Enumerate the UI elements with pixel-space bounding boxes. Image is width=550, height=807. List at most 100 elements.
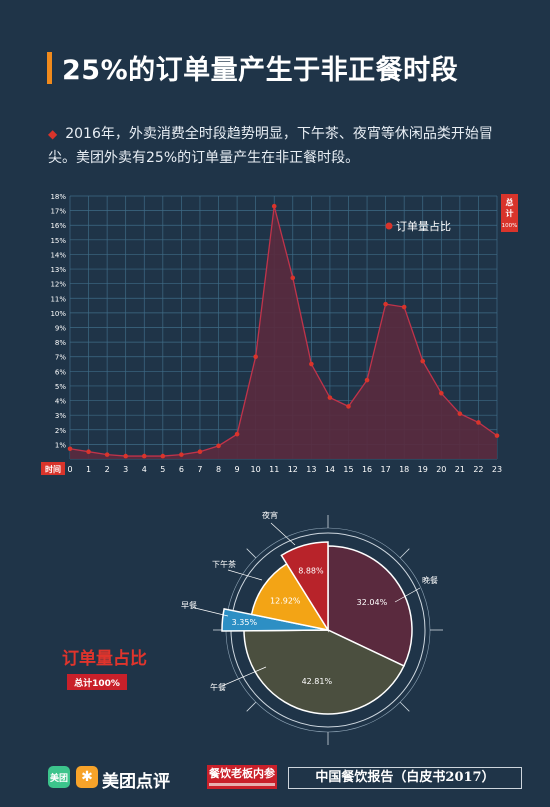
data-point — [327, 395, 333, 400]
x-tick-label: 9 — [235, 465, 240, 474]
pie-category-label: 午餐 — [210, 682, 226, 692]
pie-value-label: 12.92% — [270, 596, 301, 605]
data-point — [401, 304, 407, 310]
media-badge-underline — [209, 783, 275, 786]
y-tick-label: 11% — [50, 295, 66, 303]
diamond-bullet-icon: ◆ — [48, 127, 58, 141]
pie-subtitle: 总计100% — [74, 677, 120, 689]
y-tick-label: 12% — [50, 281, 66, 289]
data-point — [420, 358, 426, 364]
meituan-logo-icon: 美团 — [48, 766, 70, 788]
legend-label: 订单量占比 — [396, 219, 451, 233]
report-title: 中国餐饮报告（白皮书2017） — [288, 767, 522, 789]
y-tick-label: 6% — [55, 368, 66, 376]
y-tick-label: 7% — [55, 354, 66, 362]
data-point — [457, 411, 463, 417]
data-point — [439, 390, 444, 396]
x-tick-label: 16 — [362, 465, 372, 474]
page-title: 25%的订单量产生于非正餐时段 — [62, 55, 459, 86]
x-tick-label: 13 — [306, 465, 316, 474]
dianping-logo-icon: ✱ — [76, 766, 98, 788]
x-tick-label: 2 — [105, 465, 110, 474]
pie-value-label: 8.88% — [298, 566, 324, 575]
y-tick-label: 14% — [50, 251, 66, 259]
line-chart: 1% 2% 3% 4% 5% 6% 7% 8% 9% 10% 11% 12% 13% 14% 15% 16% 1… — [41, 193, 518, 475]
y-tick-label: 15% — [50, 237, 66, 245]
data-point — [86, 449, 91, 454]
data-point — [271, 203, 277, 209]
data-point — [309, 361, 314, 367]
x-tick-label: 11 — [269, 465, 279, 474]
y-axis-label: 总 — [506, 197, 514, 207]
y-axis-label-box — [501, 194, 518, 232]
y-tick-label: 3% — [55, 412, 66, 420]
data-point — [494, 433, 500, 438]
x-tick-label: 22 — [473, 465, 483, 474]
data-point — [383, 301, 388, 307]
media-badge: 餐饮老板内参 — [207, 765, 277, 789]
data-point — [141, 453, 147, 459]
pie-slice — [327, 545, 413, 667]
pie-category-label: 晚餐 — [422, 575, 438, 585]
data-point — [179, 452, 184, 457]
pie-ring-tick — [246, 701, 257, 712]
y-tick-label: 9% — [55, 325, 66, 333]
pie-category-label: 夜宵 — [262, 510, 278, 520]
x-tick-label: 7 — [197, 465, 202, 474]
pie-category-label: 早餐 — [181, 601, 197, 610]
y-tick-label: 2% — [55, 427, 66, 435]
y-tick-label: 10% — [50, 310, 66, 318]
x-tick-label: 10 — [251, 465, 261, 474]
pie-chart: 32.04% 晚餐 42.81% 午餐 3.35% 早餐 12.92% 下午茶 8.88% 夜宵订… — [62, 510, 443, 745]
title-accent-bar — [47, 52, 52, 84]
pie-value-label: 42.81% — [302, 677, 333, 686]
x-tick-label: 18 — [399, 465, 409, 474]
x-tick-label: 21 — [455, 465, 465, 474]
x-axis-label-box — [41, 462, 65, 475]
intro-text: 2016年，外卖消费全时段趋势明显，下午茶、夜宵等休闲品类开始冒尖。美团外卖有2… — [48, 126, 493, 166]
x-axis-label: 时间 — [45, 464, 61, 474]
x-tick-label: 5 — [160, 465, 165, 474]
pie-ring-tick — [399, 548, 410, 559]
pie-slice — [243, 629, 405, 715]
pie-leader-line — [227, 569, 263, 581]
x-tick-label: 1 — [86, 465, 91, 474]
x-tick-label: 19 — [418, 465, 428, 474]
x-tick-label: 15 — [343, 465, 353, 474]
pie-slice — [250, 562, 330, 632]
pie-title: 订单量占比 — [62, 648, 147, 669]
pie-category-label: 下午茶 — [212, 559, 236, 569]
y-axis-label: 计 — [506, 208, 514, 218]
y-tick-label: 1% — [55, 441, 66, 449]
data-point — [216, 443, 221, 449]
data-point — [160, 453, 166, 459]
pie-leader-line — [221, 666, 267, 687]
data-point — [197, 449, 203, 454]
y-tick-label: 17% — [50, 208, 66, 216]
area-fill — [70, 206, 497, 459]
pie-value-label: 3.35% — [232, 618, 258, 627]
pie-value-label: 32.04% — [357, 598, 388, 607]
x-tick-label: 8 — [216, 465, 221, 474]
pie-leader-line — [194, 607, 229, 617]
data-point — [104, 452, 110, 457]
x-tick-label: 4 — [142, 465, 147, 474]
data-point — [234, 431, 240, 437]
intro-paragraph: ◆ 2016年，外卖消费全时段趋势明显，下午茶、夜宵等休闲品类开始冒尖。美团外卖有… — [48, 122, 518, 170]
media-name: 餐饮老板内参 — [209, 767, 275, 780]
x-tick-label: 3 — [123, 465, 128, 474]
y-tick-label: 18% — [50, 193, 66, 201]
x-tick-label: 6 — [179, 465, 184, 474]
y-tick-label: 5% — [55, 383, 66, 391]
y-axis-label-sub: 100% — [502, 223, 518, 229]
pie-leader-line — [394, 587, 421, 603]
x-tick-label: 20 — [436, 465, 446, 474]
y-tick-label: 13% — [50, 266, 66, 274]
data-point — [346, 404, 351, 409]
data-point — [253, 354, 258, 360]
pie-slice — [280, 541, 329, 633]
data-point — [67, 446, 73, 452]
legend-marker — [385, 222, 393, 230]
y-tick-label: 16% — [50, 222, 66, 230]
pie-ring-tick — [246, 548, 257, 559]
